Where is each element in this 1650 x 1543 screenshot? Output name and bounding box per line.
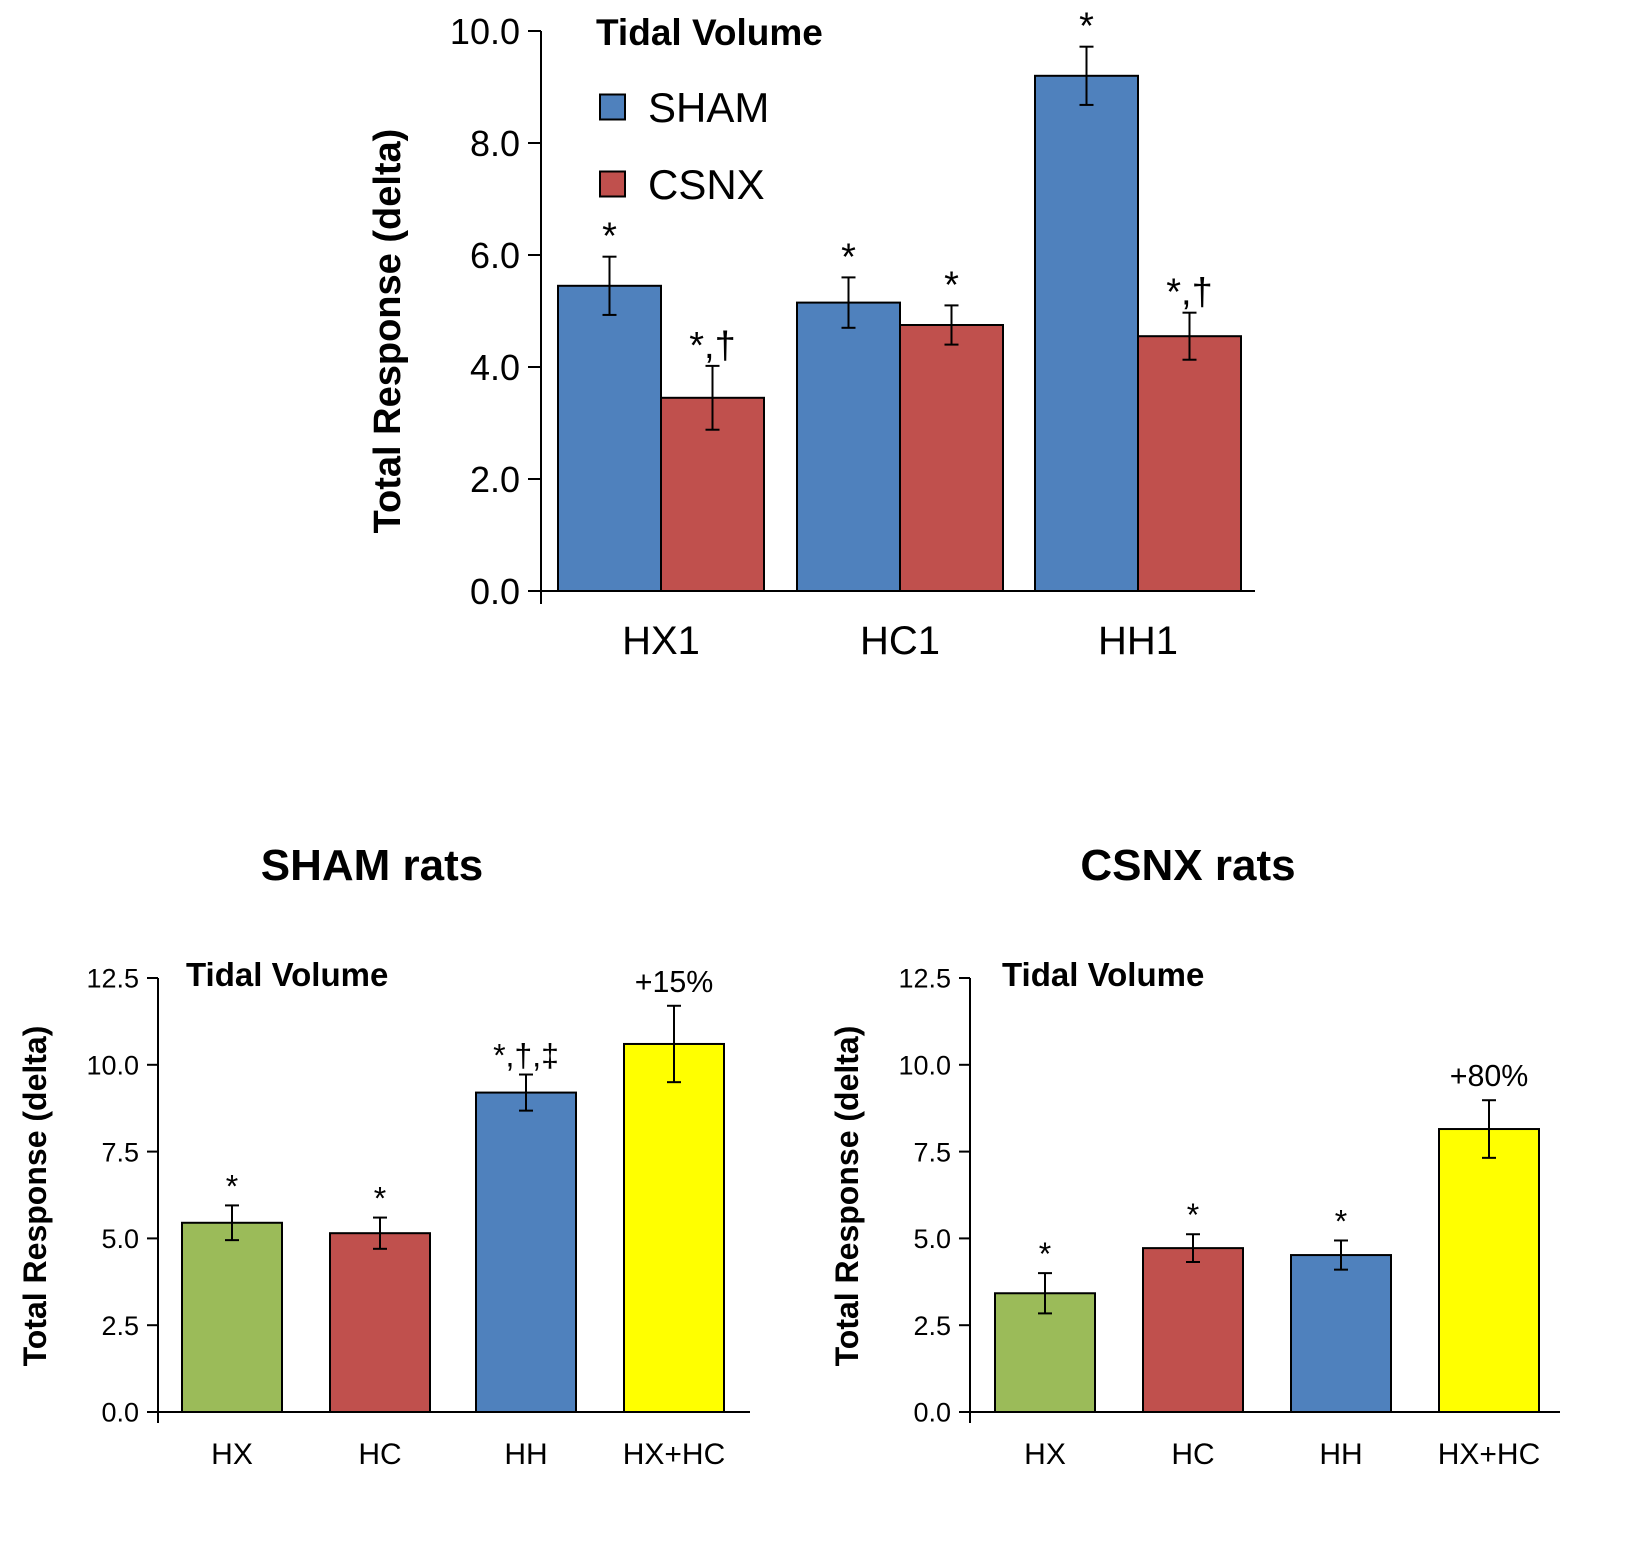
- top-sham-hx1-annotation: *: [602, 216, 617, 258]
- chart-top-tidal-volume: Tidal Volume Total Response (delta) SHAM…: [367, 6, 1255, 663]
- csnx-x-label-hx-hc: HX+HC: [1438, 1438, 1541, 1471]
- csnx-hx-annotation: *: [1039, 1236, 1051, 1272]
- csnx-y-tick-label: 0.0: [913, 1398, 951, 1428]
- top-x-label-hh1: HH1: [1098, 619, 1178, 663]
- csnx-heading: CSNX rats: [1080, 841, 1295, 890]
- csnx-x-label-hc: HC: [1171, 1438, 1214, 1471]
- sham-hx-hc-annotation: +15%: [635, 965, 714, 999]
- csnx-y-tick-label: 12.5: [898, 964, 951, 994]
- csnx-x-label-hh: HH: [1319, 1438, 1362, 1471]
- top-legend: SHAM CSNX: [599, 84, 769, 208]
- legend-label-sham: SHAM: [648, 84, 769, 131]
- top-x-label-hx1: HX1: [622, 619, 700, 663]
- sham-hc-annotation: *: [374, 1181, 386, 1217]
- sham-x-label-hx: HX: [211, 1438, 253, 1471]
- csnx-hh-bar: [1290, 1254, 1392, 1413]
- csnx-chart-title: Tidal Volume: [1002, 956, 1204, 993]
- top-csnx-hc1-bar: [899, 324, 1004, 592]
- top-csnx-hh1-bar: [1137, 335, 1242, 593]
- top-sham-hh1-annotation: *: [1079, 6, 1094, 48]
- top-y-tick-label: 6.0: [470, 235, 520, 276]
- top-sham-hx1-bar: [557, 284, 662, 592]
- csnx-y-tick-label: 7.5: [913, 1137, 951, 1167]
- sham-hx-bar: [181, 1221, 283, 1413]
- top-y-tick-label: 8.0: [470, 123, 520, 164]
- top-csnx-hc1-annotation: *: [944, 264, 959, 306]
- sham-hx-hc-bar: [623, 1042, 725, 1414]
- sham-y-tick-label: 7.5: [101, 1137, 139, 1167]
- csnx-x-label-hx: HX: [1024, 1438, 1066, 1471]
- csnx-hc-bar: [1142, 1247, 1244, 1413]
- csnx-hx-hc-annotation: +80%: [1450, 1059, 1529, 1093]
- csnx-y-tick-label: 5.0: [913, 1224, 951, 1254]
- top-y-axis-label: Total Response (delta): [367, 129, 409, 534]
- top-sham-hc1-bar: [796, 301, 901, 592]
- sham-y-tick-label: 12.5: [86, 964, 139, 994]
- csnx-y-axis-label: Total Response (delta): [829, 1026, 865, 1367]
- top-y-tick-label: 2.0: [470, 459, 520, 500]
- top-sham-hh1-bar: [1034, 74, 1139, 593]
- sham-y-tick-label: 0.0: [101, 1398, 139, 1428]
- sham-heading: SHAM rats: [261, 841, 484, 890]
- sham-hh-bar: [475, 1091, 577, 1414]
- csnx-y-tick-label: 10.0: [898, 1051, 951, 1081]
- csnx-hc-annotation: *: [1187, 1197, 1199, 1233]
- sham-y-tick-label: 10.0: [86, 1051, 139, 1081]
- csnx-y-tick-label: 2.5: [913, 1311, 951, 1341]
- top-csnx-hh1-annotation: *,†: [1166, 272, 1212, 314]
- sham-hx-annotation: *: [226, 1168, 238, 1204]
- sham-y-tick-label: 5.0: [101, 1224, 139, 1254]
- top-chart-title: Tidal Volume: [596, 12, 823, 53]
- top-y-tick-label: 0.0: [470, 571, 520, 612]
- legend-swatch-sham: [599, 93, 626, 121]
- legend-swatch-csnx: [599, 170, 626, 198]
- top-sham-hc1-annotation: *: [841, 236, 856, 278]
- chart-sham-rats: SHAM rats Tidal Volume Total Response (d…: [17, 841, 750, 1471]
- csnx-hx-hc-bar: [1438, 1128, 1540, 1413]
- top-x-label-hc1: HC1: [860, 619, 940, 663]
- sham-x-label-hc: HC: [358, 1438, 401, 1471]
- sham-hc-bar: [329, 1232, 431, 1414]
- sham-x-label-hx-hc: HX+HC: [623, 1438, 726, 1471]
- sham-y-axis-label: Total Response (delta): [17, 1026, 53, 1367]
- top-y-tick-label: 4.0: [470, 347, 520, 388]
- sham-x-label-hh: HH: [504, 1438, 547, 1471]
- chart-csnx-rats: CSNX rats Tidal Volume Total Response (d…: [829, 841, 1560, 1471]
- top-y-tick-label: 10.0: [450, 11, 520, 52]
- sham-hh-annotation: *,†,‡: [493, 1038, 559, 1074]
- top-csnx-hx1-annotation: *,†: [689, 325, 735, 367]
- csnx-hh-annotation: *: [1335, 1203, 1347, 1239]
- legend-label-csnx: CSNX: [648, 161, 765, 208]
- sham-chart-title: Tidal Volume: [186, 956, 388, 993]
- sham-y-tick-label: 2.5: [101, 1311, 139, 1341]
